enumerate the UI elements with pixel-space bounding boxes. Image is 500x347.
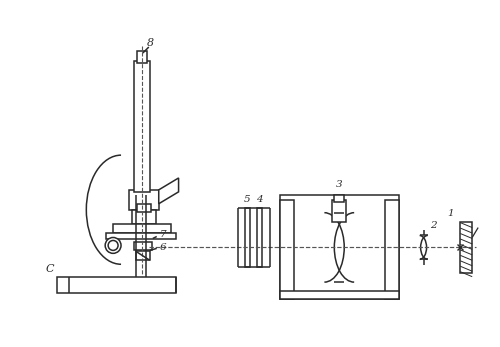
Text: 4: 4 — [256, 195, 262, 204]
Text: 1: 1 — [447, 209, 454, 218]
Bar — [136, 251, 150, 260]
Text: 7: 7 — [160, 230, 166, 239]
Bar — [385, 200, 399, 299]
Bar — [106, 232, 176, 239]
Bar — [280, 195, 399, 299]
Bar — [129, 190, 158, 210]
Circle shape — [108, 240, 118, 251]
Bar — [332, 200, 346, 222]
Bar — [280, 291, 399, 299]
Circle shape — [105, 237, 121, 253]
Bar — [137, 51, 147, 63]
Text: C: C — [46, 264, 54, 274]
Bar — [280, 200, 293, 299]
Bar — [113, 223, 170, 232]
Bar — [56, 277, 176, 293]
Text: 3: 3 — [336, 180, 342, 189]
Text: 6: 6 — [160, 243, 166, 252]
Bar — [257, 208, 262, 267]
Polygon shape — [158, 178, 178, 204]
Bar — [460, 222, 472, 273]
Bar — [132, 210, 156, 223]
Bar — [134, 243, 152, 251]
Bar — [245, 208, 250, 267]
Bar — [334, 195, 344, 202]
Text: 8: 8 — [147, 38, 154, 48]
Text: 2: 2 — [430, 221, 437, 230]
Bar — [134, 61, 150, 192]
Text: 5: 5 — [244, 195, 250, 204]
Bar — [137, 204, 151, 212]
